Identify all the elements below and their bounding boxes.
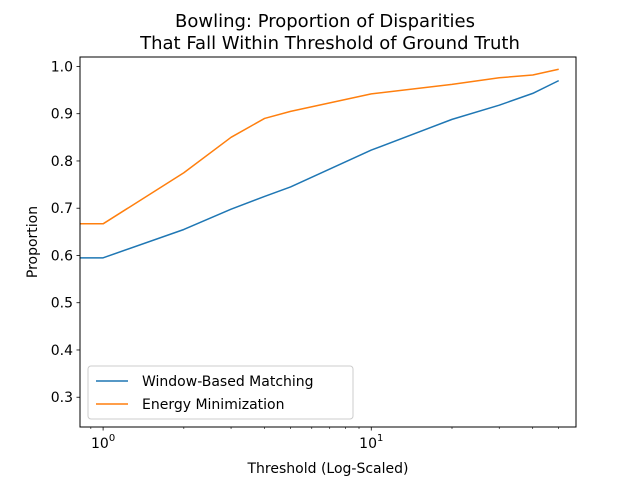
- series-line-2: [80, 68, 559, 225]
- y-tick-label: 0.6: [51, 248, 73, 264]
- series-line-1: [80, 79, 560, 259]
- y-tick-label: 0.8: [51, 154, 73, 170]
- chart-title-line-2: That Fall Within Threshold of Ground Tru…: [139, 33, 520, 54]
- y-axis-label: Proportion: [25, 206, 41, 278]
- x-axis-label: Threshold (Log-Scaled): [247, 461, 409, 477]
- y-axis: 0.3 0.4 0.5 0.6 0.7 0.8 0.9 1.0: [51, 59, 80, 406]
- x-axis: 100 101: [90, 427, 560, 452]
- y-tick-label: 0.9: [51, 107, 73, 123]
- y-tick-label: 0.5: [51, 296, 73, 312]
- plot-lines: [80, 68, 560, 259]
- y-tick-label: 0.7: [51, 201, 73, 217]
- plot-frame: [79, 56, 577, 428]
- y-tick-label: 0.3: [51, 390, 73, 406]
- chart-title-line-1: Bowling: Proportion of Disparities: [175, 11, 475, 32]
- legend-box: [87, 365, 354, 420]
- legend: Window-Based Matching Energy Minimization: [87, 365, 354, 420]
- legend-label-2: Energy Minimization: [142, 397, 284, 413]
- chart-title: Bowling: Proportion of Disparities That …: [139, 11, 520, 54]
- x-tick-label: 101: [359, 433, 383, 452]
- legend-label-1: Window-Based Matching: [142, 374, 314, 390]
- x-tick-label: 100: [91, 433, 115, 452]
- y-tick-label: 0.4: [51, 343, 73, 359]
- y-tick-label: 1.0: [51, 59, 73, 75]
